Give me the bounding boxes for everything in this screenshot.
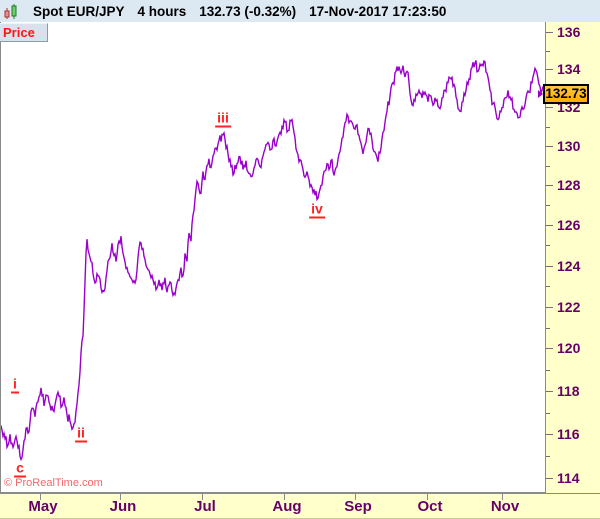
x-axis-label-oct: Oct: [417, 498, 443, 515]
y-axis-minor-tick: [546, 245, 550, 247]
y-axis-minor-tick: [546, 286, 550, 288]
y-axis-major-tick: [546, 32, 553, 33]
y-axis-label: 124: [557, 257, 581, 274]
last-price-pointer-icon: [538, 89, 543, 98]
y-axis-label: 120: [557, 340, 581, 357]
y-axis-label: 134: [557, 61, 581, 78]
x-axis-label-sep: Sep: [344, 498, 372, 515]
x-axis-tick: [202, 494, 203, 500]
y-axis-label: 128: [557, 177, 581, 194]
symbol-title: Spot EUR/JPY: [33, 3, 125, 19]
y-axis-major-tick: [546, 146, 553, 148]
y-axis-major-tick: [546, 69, 553, 71]
y-axis-label: 116: [557, 426, 580, 443]
wave-label-iv: iv: [309, 200, 325, 219]
timeframe-label: 4 hours: [137, 3, 187, 19]
x-axis-label-jul: Jul: [194, 498, 216, 515]
y-axis-label: 118: [557, 382, 580, 399]
y-axis-minor-tick: [546, 412, 550, 414]
title-bar: Spot EUR/JPY 4 hours 132.73 (-0.32%) 17-…: [0, 0, 600, 23]
price-tab[interactable]: Price: [0, 23, 48, 42]
y-axis-minor-tick: [546, 165, 550, 167]
wave-label-i: i: [11, 375, 19, 394]
x-axis-tick: [427, 494, 428, 500]
y-axis-minor-tick: [546, 205, 550, 207]
y-axis-label: 126: [557, 217, 581, 234]
y-axis[interactable]: 132.73 136 134 132 130 128 126 124 122 120 118 116…: [538, 22, 600, 493]
datetime-label: 17-Nov-2017 17:23:50: [309, 3, 447, 19]
y-axis-label: 122: [557, 298, 581, 315]
y-axis-minor-tick: [546, 50, 550, 52]
y-axis-major-tick: [546, 434, 553, 436]
price-line-chart: [1, 59, 547, 462]
wave-label-c: c: [14, 459, 26, 478]
y-axis-major-tick: [546, 390, 553, 392]
y-axis-minor-tick: [546, 126, 550, 128]
y-axis-minor-tick: [546, 369, 550, 371]
last-price-tag: 132.73: [543, 83, 589, 104]
x-axis[interactable]: May Jun Jul Aug Sep Oct Nov: [0, 493, 600, 519]
y-axis-minor-tick: [546, 327, 550, 329]
x-axis-tick: [120, 494, 121, 500]
y-axis-major-tick: [546, 225, 553, 227]
chart-plot-area[interactable]: c i ii iii iv © ProRealTime.com: [0, 22, 547, 493]
y-axis-label: 114: [557, 470, 580, 487]
wave-label-iii: iii: [215, 109, 231, 128]
x-axis-tick: [502, 494, 503, 500]
x-axis-tick: [40, 494, 41, 500]
candlestick-chart-icon: [3, 3, 20, 20]
y-axis-label: 136: [557, 24, 581, 40]
x-axis-label-aug: Aug: [272, 498, 302, 515]
y-axis-minor-tick: [546, 456, 550, 458]
y-axis-major-tick: [546, 478, 553, 480]
wave-label-ii: ii: [75, 424, 87, 443]
price-tab-label: Price: [3, 25, 35, 40]
x-axis-label-may: May: [28, 498, 58, 515]
watermark-copyright: © ProRealTime.com: [4, 477, 103, 489]
y-axis-major-tick: [546, 107, 553, 109]
y-axis-major-tick: [546, 348, 553, 350]
x-axis-label-nov: Nov: [490, 498, 520, 515]
y-axis-major-tick: [546, 265, 553, 267]
last-price-value: 132.73: [545, 85, 587, 101]
y-axis-major-tick: [546, 185, 553, 187]
y-axis-label: 130: [557, 138, 581, 155]
x-axis-tick: [284, 494, 285, 500]
x-axis-tick: [355, 494, 356, 500]
x-axis-label-jun: Jun: [109, 498, 137, 515]
y-axis-major-tick: [546, 306, 553, 308]
price-change-label: 132.73 (-0.32%): [199, 3, 297, 19]
